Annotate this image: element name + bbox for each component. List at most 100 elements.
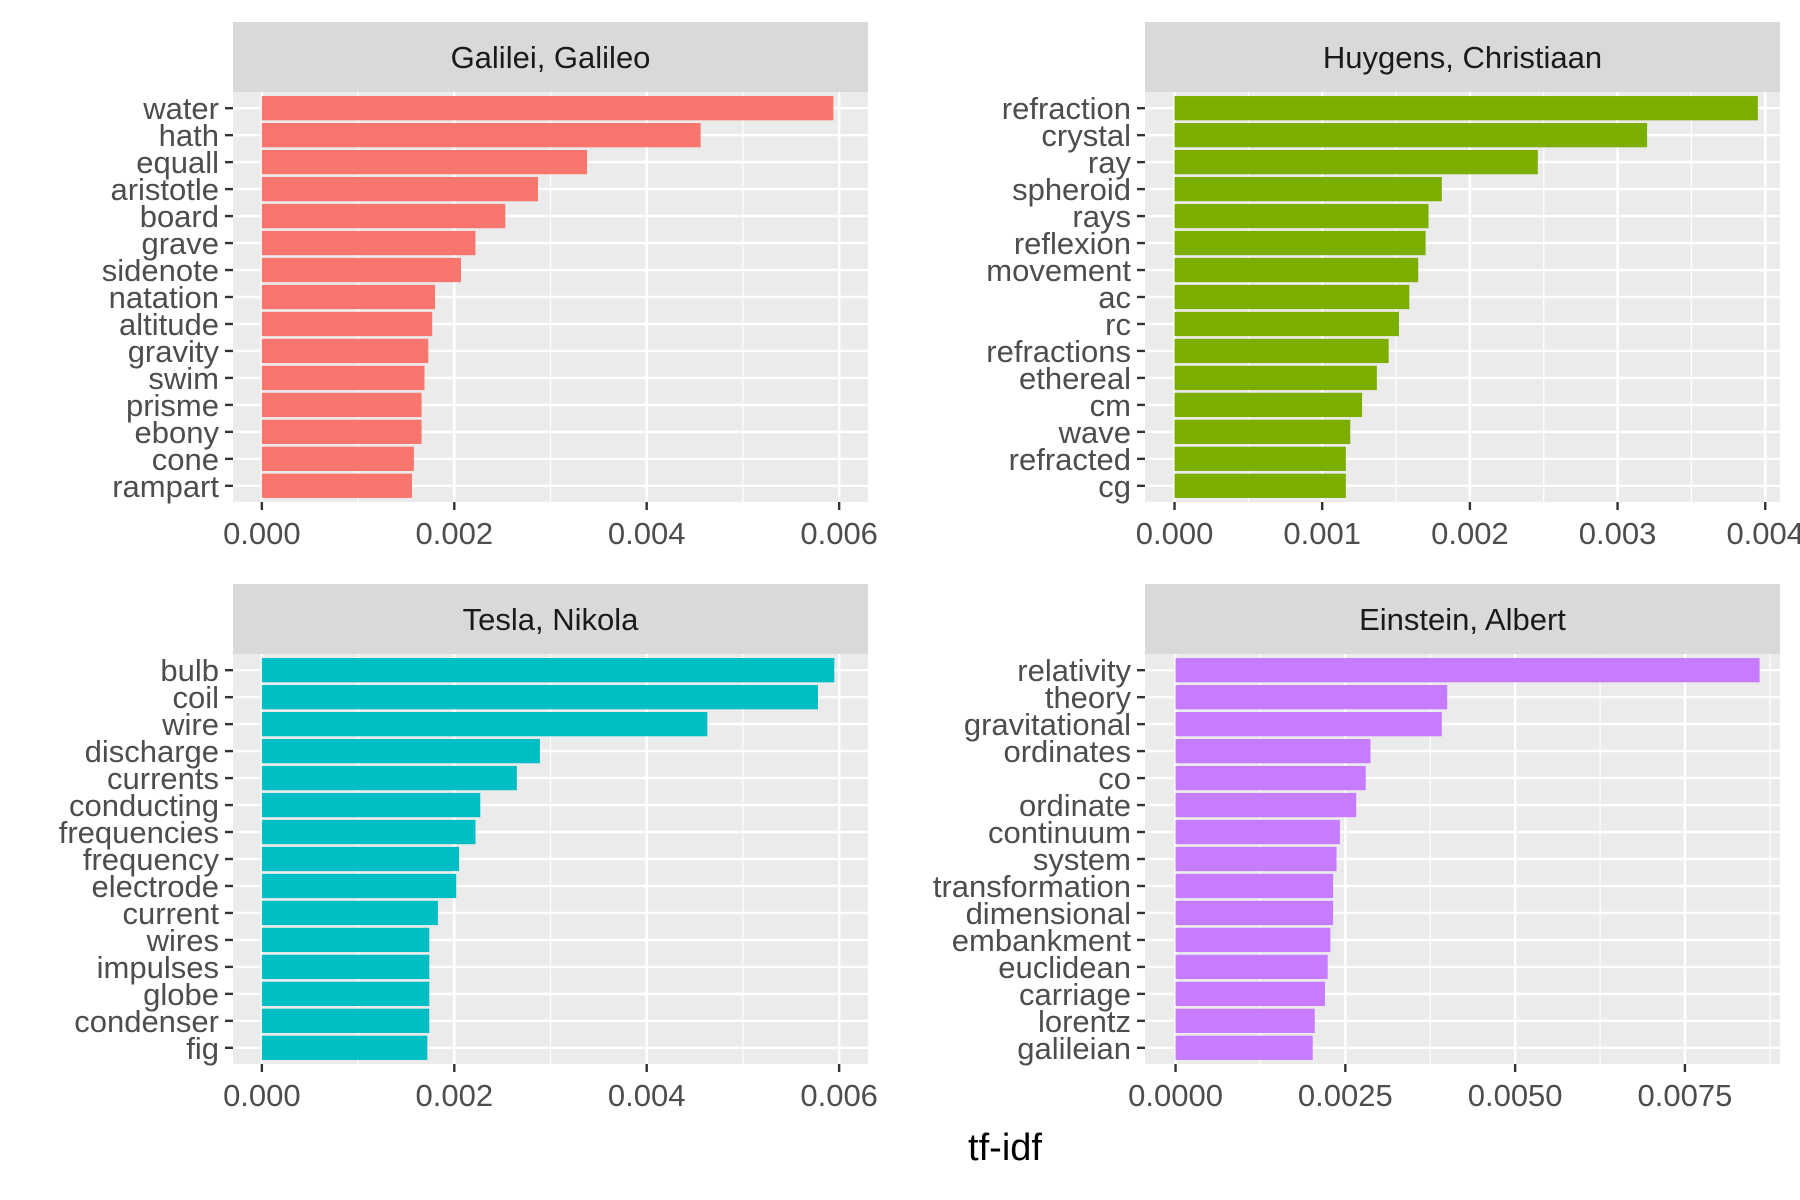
x-tick-label: 0.002 — [415, 516, 493, 551]
bar — [261, 685, 818, 710]
bar — [261, 311, 433, 337]
bar — [261, 284, 436, 310]
bar — [1175, 927, 1331, 953]
category-label: ordinates — [1003, 734, 1131, 769]
facet-title: Tesla, Nikola — [463, 602, 639, 637]
category-label: ethereal — [1019, 361, 1131, 396]
category-label: natation — [109, 280, 219, 315]
category-label: wire — [161, 707, 219, 742]
facet-panel: Einstein, Albert relativitytheorygravitat… — [933, 584, 1780, 1113]
bar — [261, 365, 425, 391]
x-tick-label: 0.004 — [608, 1078, 686, 1113]
bar — [261, 1035, 428, 1060]
x-tick-label: 0.0000 — [1128, 1078, 1223, 1113]
category-label: carriage — [1019, 977, 1131, 1012]
bar — [261, 927, 430, 953]
x-tick-label: 0.0025 — [1298, 1078, 1393, 1113]
bar — [261, 873, 457, 899]
bar — [261, 846, 460, 872]
category-label: frequency — [83, 842, 220, 877]
facet-title: Huygens, Christiaan — [1323, 40, 1602, 75]
category-label: continuum — [988, 815, 1131, 850]
category-label: cm — [1090, 388, 1131, 423]
category-label: equall — [136, 145, 219, 180]
bar — [261, 658, 835, 683]
category-label: transformation — [933, 869, 1131, 904]
bar — [1174, 338, 1389, 364]
category-label: water — [142, 91, 219, 126]
bar — [1174, 419, 1351, 445]
category-label: fig — [186, 1031, 219, 1066]
bar — [261, 149, 588, 175]
x-tick-label: 0.002 — [1431, 516, 1509, 551]
bar — [1175, 1035, 1313, 1060]
bar — [261, 738, 540, 764]
bar — [1174, 176, 1442, 202]
bar — [1175, 738, 1371, 764]
bar — [1175, 819, 1340, 845]
category-label: galileian — [1017, 1031, 1131, 1066]
bar — [261, 900, 438, 926]
bar — [1174, 257, 1419, 283]
bar — [261, 230, 476, 256]
category-label: discharge — [85, 734, 219, 769]
category-label: refraction — [1002, 91, 1131, 126]
category-label: sidenote — [102, 253, 219, 288]
bar — [261, 711, 708, 737]
category-label: prisme — [126, 388, 219, 423]
x-tick-label: 0.0050 — [1468, 1078, 1563, 1113]
x-tick-label: 0.006 — [800, 1078, 878, 1113]
bar — [1175, 792, 1357, 818]
category-label: ac — [1098, 280, 1131, 315]
bar — [261, 392, 422, 418]
bar — [1175, 765, 1366, 791]
category-label: grave — [141, 226, 219, 261]
x-tick-label: 0.000 — [1136, 516, 1214, 551]
bar — [1174, 284, 1410, 310]
bar — [1175, 1008, 1315, 1033]
category-label: swim — [148, 361, 219, 396]
x-tick-label: 0.000 — [223, 516, 301, 551]
category-label: ray — [1088, 145, 1132, 180]
bar — [261, 446, 414, 471]
category-label: spheroid — [1012, 172, 1131, 207]
category-label: ordinate — [1019, 788, 1131, 823]
bar — [1174, 392, 1363, 418]
category-label: lorentz — [1038, 1004, 1131, 1039]
x-tick-label: 0.004 — [608, 516, 686, 551]
bar — [261, 338, 429, 364]
category-label: embankment — [952, 923, 1132, 958]
category-label: refracted — [1009, 442, 1131, 477]
category-label: cone — [152, 442, 219, 477]
category-label: board — [140, 199, 219, 234]
category-label: relativity — [1017, 653, 1131, 688]
x-tick-label: 0.004 — [1726, 516, 1800, 551]
bar — [261, 257, 462, 283]
category-label: refractions — [986, 334, 1131, 369]
bar — [261, 203, 506, 229]
bar — [1174, 96, 1758, 121]
x-tick-label: 0.0075 — [1638, 1078, 1733, 1113]
category-label: dimensional — [966, 896, 1131, 931]
bar — [261, 981, 430, 1007]
category-label: ebony — [135, 415, 220, 450]
category-label: globe — [143, 977, 219, 1012]
category-label: condenser — [74, 1004, 219, 1039]
category-label: currents — [107, 761, 219, 796]
bar — [1175, 658, 1760, 683]
bar — [1174, 311, 1399, 337]
category-label: bulb — [160, 653, 219, 688]
bar — [261, 954, 430, 980]
bar — [261, 473, 412, 498]
category-label: crystal — [1041, 118, 1131, 153]
facet-title: Einstein, Albert — [1359, 602, 1566, 637]
facet-title: Galilei, Galileo — [451, 40, 651, 75]
facet-strip — [233, 584, 868, 654]
category-label: current — [123, 896, 220, 931]
bar — [261, 123, 701, 148]
category-label: gravity — [128, 334, 220, 369]
bar — [261, 819, 476, 845]
x-tick-label: 0.002 — [415, 1078, 493, 1113]
x-tick-label: 0.003 — [1579, 516, 1657, 551]
